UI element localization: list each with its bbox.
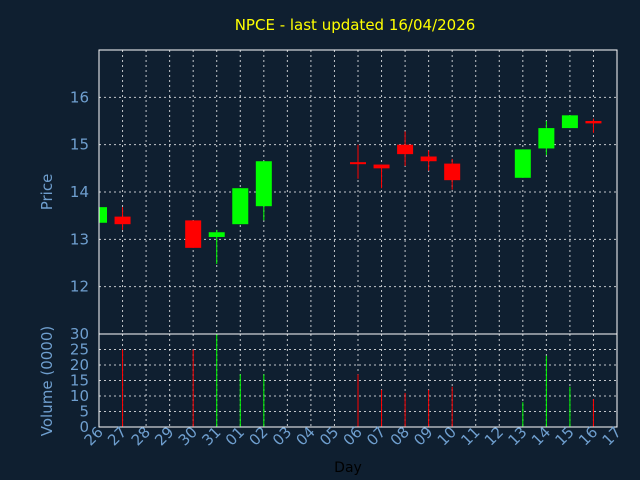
candle-body: [514, 149, 531, 178]
candle-body: [444, 163, 461, 181]
candle-body: [585, 121, 602, 124]
price-y-ticks: 12 13 14 15 16: [70, 88, 89, 295]
x-ticks: 2627282930310102030405060708091011121314…: [81, 423, 625, 449]
volume-frame: [98, 333, 618, 428]
candle-body: [208, 232, 225, 237]
price-tick-label: 15: [70, 136, 89, 154]
x-axis-label: Day: [334, 460, 362, 476]
price-tick-label: 12: [70, 278, 89, 296]
candle-body: [397, 144, 414, 155]
price-tick-label: 16: [70, 88, 89, 106]
price-tick-label: 14: [70, 183, 89, 201]
candle-body: [232, 188, 249, 225]
volume-tick-label: 15: [70, 372, 89, 390]
candle-body: [255, 161, 272, 207]
candle-body: [538, 128, 555, 149]
candle-body: [373, 164, 390, 169]
volume-tick-label: 5: [79, 403, 89, 421]
price-candles: [98, 115, 602, 264]
volume-tick-label: 0: [79, 418, 89, 436]
candle-body: [185, 220, 202, 248]
price-axis-label: Price: [38, 174, 56, 211]
chart-title: NPCE - last updated 16/04/2026: [235, 16, 476, 34]
candle-body: [420, 156, 437, 162]
candle-body: [114, 216, 131, 225]
volume-tick-label: 30: [70, 325, 89, 343]
price-grid: [99, 50, 617, 334]
volume-tick-label: 25: [70, 341, 89, 359]
candle-body: [561, 115, 578, 129]
volume-axis-label: Volume (0000): [38, 326, 56, 436]
volume-tick-label: 10: [70, 387, 89, 405]
candle-body: [99, 207, 107, 223]
volume-tick-label: 20: [70, 356, 89, 374]
candle-body: [350, 162, 366, 165]
volume-bars: [122, 334, 594, 427]
price-tick-label: 13: [70, 230, 89, 248]
